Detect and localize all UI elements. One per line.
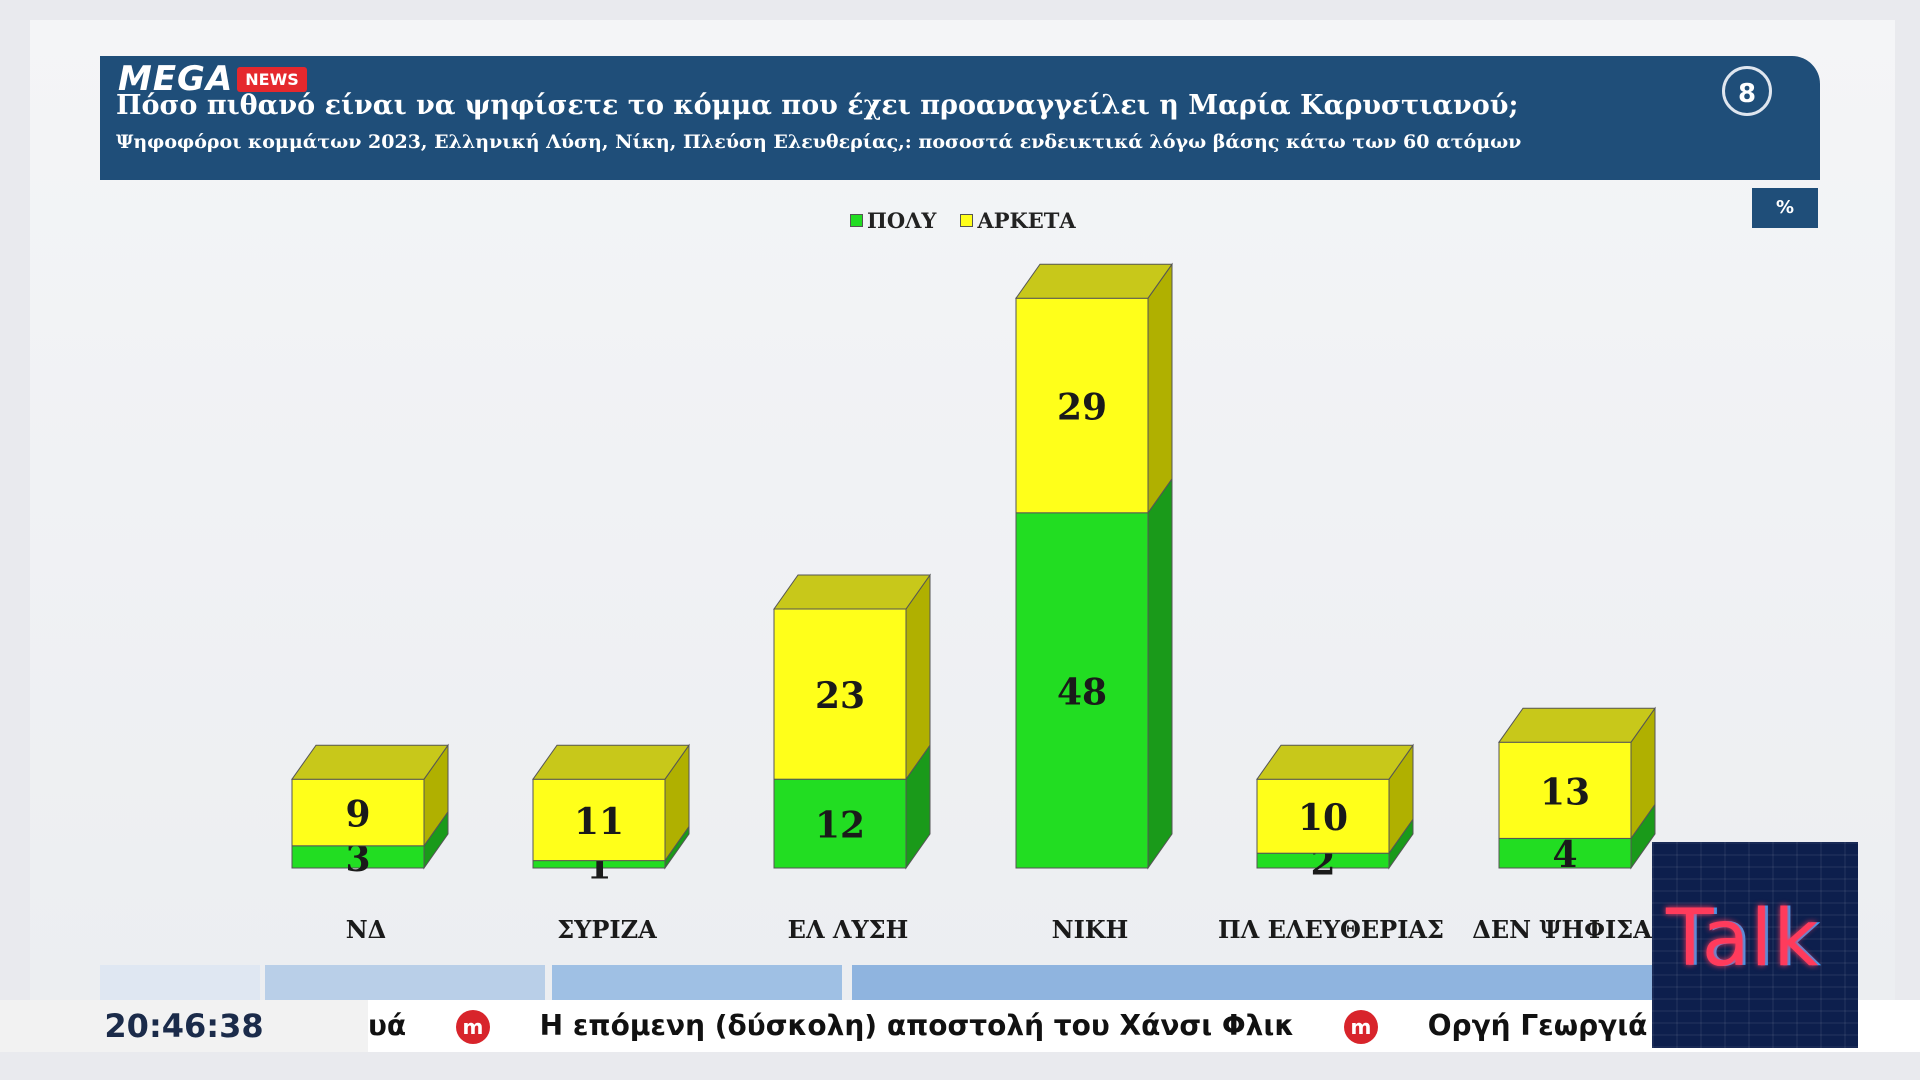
strip-segment-3 (552, 965, 842, 1000)
strip-segment-2 (265, 965, 545, 1000)
poll-slide: MEGA NEWS Πόσο πιθανό είναι να ψηφίσετε … (30, 20, 1895, 1000)
bar-segment-arketa (291, 778, 425, 847)
ticker-item: Οργή Γεωργιάδη για (1427, 1009, 1648, 1042)
ticker-m-icon: m (1343, 1010, 1378, 1044)
news-ticker: 20:46:38 υά m Η επόμενη (δύσκολη) αποστο… (0, 1000, 1920, 1052)
category-label: ΝΙΚΗ (1052, 915, 1129, 944)
category-label: ΣΥΡΙΖΑ (557, 915, 657, 944)
ticker-clock: 20:46:38 (0, 1000, 368, 1052)
bar-top (1256, 744, 1414, 780)
bar-segment-arketa (1498, 741, 1632, 839)
data-label: 9 (345, 794, 370, 836)
bar-segment-poly (1015, 512, 1149, 869)
bar-segment-arketa (1256, 778, 1390, 854)
category-label: ΠΛ ΕΛΕΥΘΕΡΙΑΣ (1218, 915, 1444, 944)
category-label: ΝΔ (346, 915, 387, 944)
unit-badge: % (1752, 188, 1818, 228)
data-label: 10 (1298, 797, 1348, 839)
bar-side-1 (905, 573, 931, 781)
data-label: 12 (815, 805, 865, 847)
bar-top (773, 574, 931, 610)
logo-news-badge: NEWS (237, 66, 307, 92)
ticker-text: υά m Η επόμενη (δύσκολη) αποστολή του Χά… (368, 1000, 1648, 1052)
chart-subtitle: Ψηφοφόροι κομμάτων 2023, Ελληνική Λύση, … (116, 131, 1522, 153)
legend-item-arketa: ΑΡΚΕΤΑ (960, 208, 1076, 233)
bar-segment-poly (1498, 837, 1632, 869)
bottom-strip (100, 965, 1820, 1000)
bar-segment-arketa (532, 778, 666, 862)
bar-top (1498, 707, 1656, 743)
bar-top (1015, 263, 1173, 299)
data-label: 29 (1057, 387, 1107, 429)
legend-label-arketa: ΑΡΚΕΤΑ (977, 208, 1076, 233)
legend-swatch-poly (850, 214, 863, 227)
bar-top (291, 744, 449, 780)
bar-segment-poly (773, 778, 907, 869)
data-label: 11 (574, 801, 624, 843)
bar-top (532, 744, 690, 780)
bar-side-1 (1147, 262, 1173, 515)
bar-segment-arketa (1015, 297, 1149, 514)
strip-segment-1 (100, 965, 260, 1000)
data-label: 4 (1552, 834, 1577, 876)
talk-logo-text: Talk (1666, 894, 1820, 984)
chart-title: Πόσο πιθανό είναι να ψηφίσετε το κόμμα π… (116, 90, 1519, 121)
legend-item-poly: ΠΟΛΥ (850, 208, 936, 233)
data-label: 48 (1057, 671, 1107, 713)
chart-legend: ΠΟΛΥ ΑΡΚΕΤΑ (850, 208, 1076, 233)
mega-news-logo: MEGA NEWS (118, 62, 307, 96)
category-label: ΔΕΝ ΨΗΦΙΣΑΝ (1472, 915, 1673, 944)
talk-channel-logo: Talk (1652, 842, 1858, 1048)
ticker-item: υά (368, 1009, 407, 1042)
data-label: 13 (1540, 771, 1590, 813)
legend-label-poly: ΠΟΛΥ (867, 208, 937, 233)
legend-swatch-arketa (960, 214, 974, 227)
logo-mega-text: MEGA (118, 59, 234, 99)
category-label: ΕΛ ΛΥΣΗ (788, 915, 909, 944)
slide-number: 8 (1722, 66, 1772, 116)
bar-side-0 (1147, 477, 1173, 870)
data-label: 23 (815, 675, 865, 717)
ticker-item: Η επόμενη (δύσκολη) αποστολή του Χάνσι Φ… (539, 1009, 1295, 1042)
footer-line (0, 1052, 1920, 1080)
ticker-m-icon: m (455, 1010, 490, 1044)
slide-header: MEGA NEWS Πόσο πιθανό είναι να ψηφίσετε … (100, 56, 1820, 180)
bar-segment-arketa (773, 608, 907, 780)
